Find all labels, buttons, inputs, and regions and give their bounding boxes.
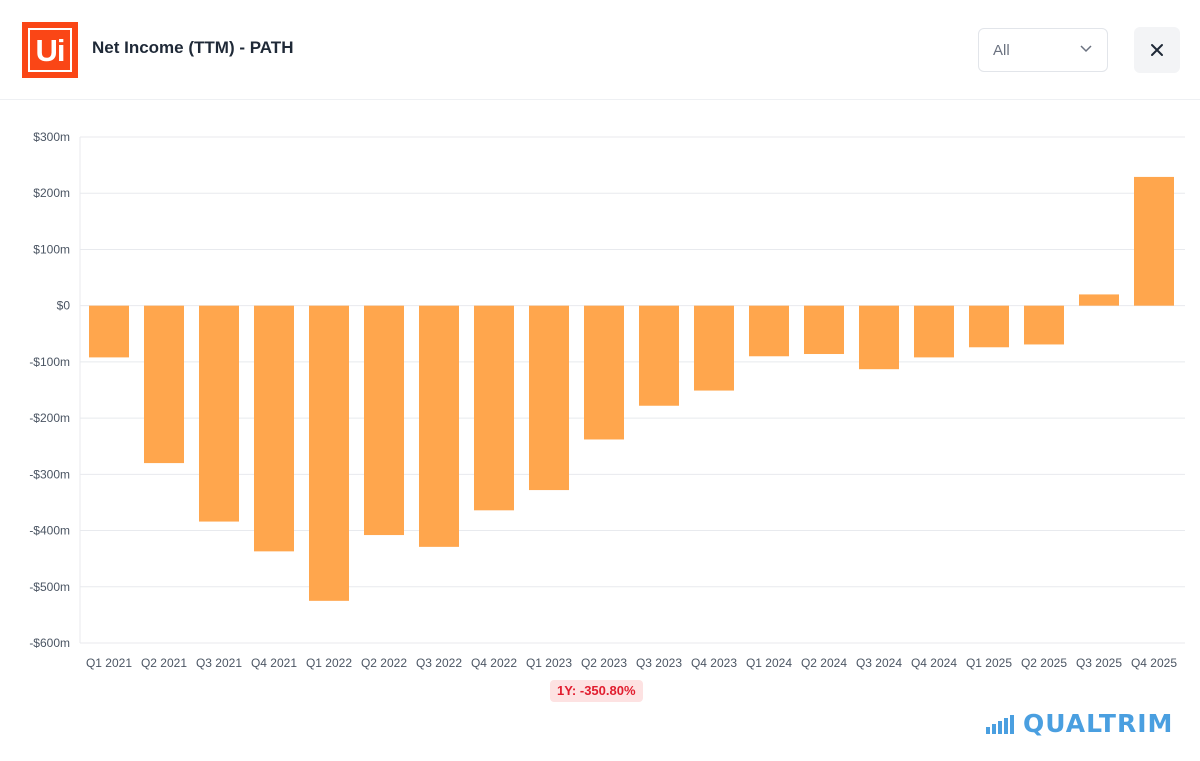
x-tick-label: Q1 2023: [526, 656, 572, 670]
y-tick-label: -$500m: [29, 580, 70, 594]
x-tick-label: Q2 2022: [361, 656, 407, 670]
chart-title: Net Income (TTM) - PATH: [92, 38, 294, 57]
close-icon: [1151, 44, 1163, 56]
y-tick-label: $100m: [33, 242, 70, 256]
x-tick-label: Q1 2025: [966, 656, 1012, 670]
y-tick-label: -$300m: [29, 467, 70, 481]
bar-q2-2025[interactable]: [1024, 305, 1064, 345]
x-tick-label: Q2 2023: [581, 656, 627, 670]
bar-q1-2023[interactable]: [529, 305, 569, 491]
bar-q2-2024[interactable]: [804, 305, 844, 355]
x-tick-label: Q1 2022: [306, 656, 352, 670]
x-tick-label: Q2 2024: [801, 656, 847, 670]
y-tick-label: -$100m: [29, 355, 70, 369]
bar-q4-2021[interactable]: [254, 305, 294, 552]
bar-q3-2023[interactable]: [639, 305, 679, 406]
close-button[interactable]: [1134, 27, 1180, 73]
x-tick-label: Q4 2021: [251, 656, 297, 670]
x-tick-label: Q4 2025: [1131, 656, 1177, 670]
bar-q3-2025[interactable]: [1079, 294, 1119, 306]
bar-q4-2022[interactable]: [474, 305, 514, 511]
x-tick-label: Q3 2024: [856, 656, 902, 670]
net-income-bar-chart: $300m $200m $100m $0 -$100m -$200m -$300m -$400…: [29, 130, 1185, 670]
x-tick-label: Q1 2021: [86, 656, 132, 670]
y-tick-label: -$400m: [29, 524, 70, 538]
bar-q3-2024[interactable]: [859, 305, 899, 370]
y-tick-label: $300m: [33, 130, 70, 144]
bar-q2-2022[interactable]: [364, 305, 404, 536]
bar-q1-2021[interactable]: [89, 305, 129, 358]
one-year-change-badge: 1Y: -350.80%: [550, 680, 643, 702]
x-axis-ticks: Q1 2021 Q2 2021 Q3 2021 Q4 2021 Q1 2022 Q2 20…: [86, 656, 1177, 670]
x-tick-label: Q2 2021: [141, 656, 187, 670]
bar-q4-2024[interactable]: [914, 305, 954, 358]
logo-text: Ui: [28, 28, 72, 72]
y-tick-label: $0: [57, 299, 71, 313]
y-tick-label: -$200m: [29, 411, 70, 425]
bar-q4-2025[interactable]: [1134, 176, 1174, 306]
uipath-logo: Ui: [22, 22, 78, 78]
bar-q1-2022[interactable]: [309, 305, 349, 601]
x-tick-label: Q4 2023: [691, 656, 737, 670]
x-tick-label: Q4 2024: [911, 656, 957, 670]
bar-q2-2021[interactable]: [144, 305, 184, 464]
x-tick-label: Q3 2023: [636, 656, 682, 670]
bar-q1-2025[interactable]: [969, 305, 1009, 348]
brand-name: QUALTRIM: [1023, 709, 1174, 738]
x-tick-label: Q3 2022: [416, 656, 462, 670]
bar-q3-2021[interactable]: [199, 305, 239, 522]
bar-q1-2024[interactable]: [749, 305, 789, 357]
gridlines: [79, 136, 1185, 644]
range-select[interactable]: All: [978, 28, 1108, 72]
bar-q3-2022[interactable]: [419, 305, 459, 547]
y-tick-label: -$600m: [29, 636, 70, 650]
y-tick-label: $200m: [33, 186, 70, 200]
x-tick-label: Q3 2025: [1076, 656, 1122, 670]
chart-header: Ui Net Income (TTM) - PATH All: [0, 0, 1200, 100]
x-tick-label: Q1 2024: [746, 656, 792, 670]
x-tick-label: Q2 2025: [1021, 656, 1067, 670]
chevron-down-icon: [1080, 45, 1092, 53]
bars: [89, 176, 1174, 601]
x-tick-label: Q3 2021: [196, 656, 242, 670]
bar-q2-2023[interactable]: [584, 305, 624, 440]
range-select-value: All: [993, 42, 1010, 59]
x-tick-label: Q4 2022: [471, 656, 517, 670]
bar-q4-2023[interactable]: [694, 305, 734, 391]
y-axis-ticks: $300m $200m $100m $0 -$100m -$200m -$300m -$400…: [29, 130, 70, 650]
bar-chart-icon: [986, 715, 1014, 734]
